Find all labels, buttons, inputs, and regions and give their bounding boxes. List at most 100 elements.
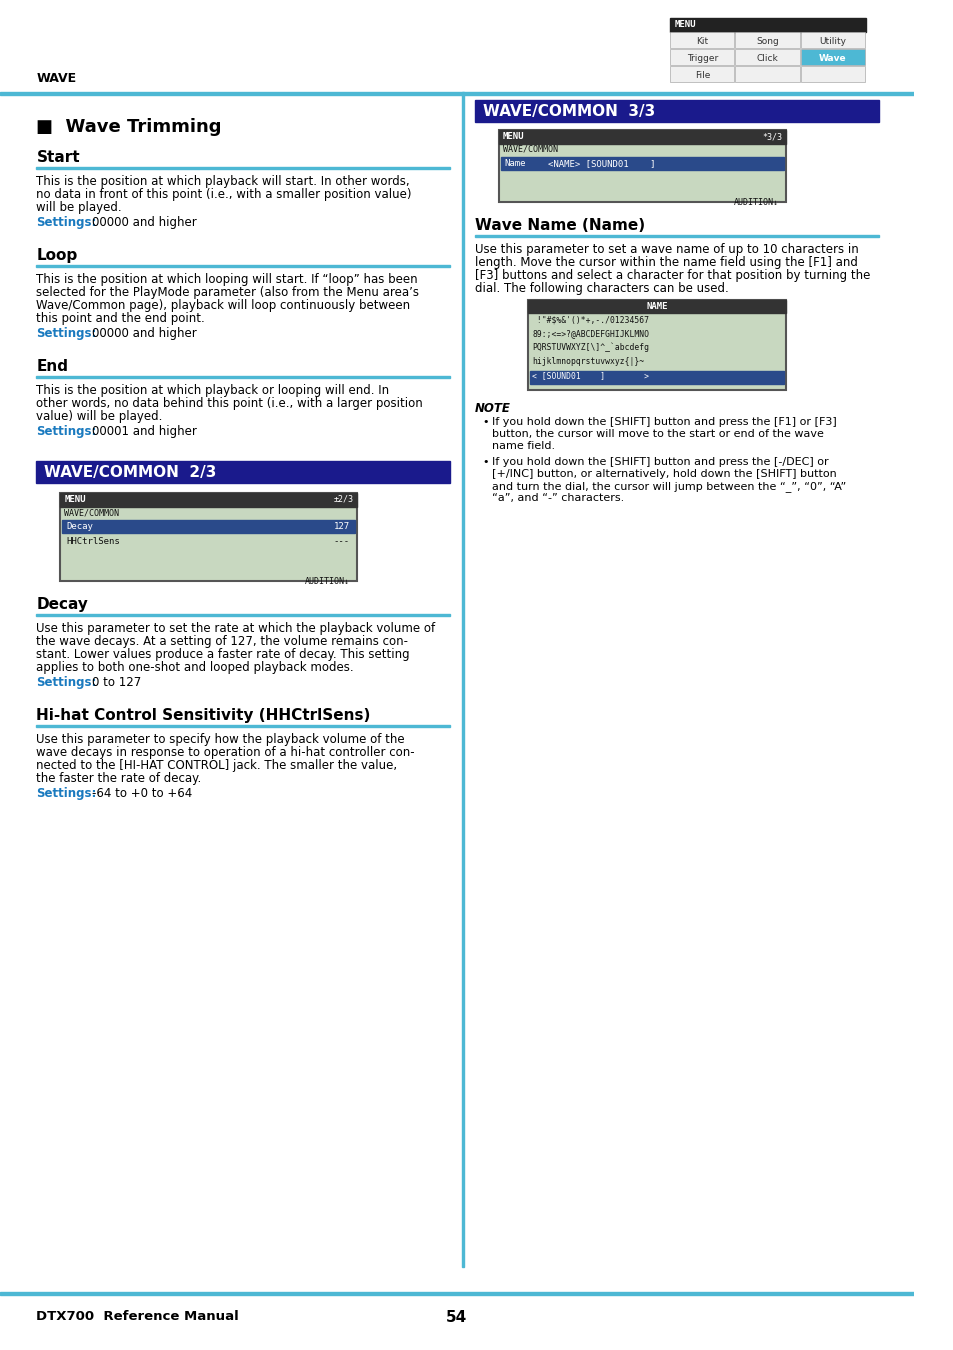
Bar [527,300,785,390]
Text: this point and the end point.: this point and the end point. [36,312,205,325]
Text: 54: 54 [446,1310,467,1324]
Bar [498,130,785,202]
Bar [36,265,450,267]
Text: DTX700  Reference Manual: DTX700 Reference Manual [36,1310,239,1323]
Text: the faster the rate of decay.: the faster the rate of decay. [36,772,201,784]
Text: dial. The following characters can be used.: dial. The following characters can be us… [475,282,728,296]
Text: wave decays in response to operation of a hi-hat controller con-: wave decays in response to operation of … [36,747,415,759]
Text: Decay: Decay [36,597,89,612]
Text: AUDITION↓: AUDITION↓ [304,576,349,586]
Text: applies to both one-shot and looped playback modes.: applies to both one-shot and looped play… [36,662,354,674]
Text: value) will be played.: value) will be played. [36,410,163,423]
Bar [475,100,878,122]
Text: WAVE/COMMON: WAVE/COMMON [502,144,558,154]
Text: Use this parameter to set a wave name of up to 10 characters in: Use this parameter to set a wave name of… [475,243,858,256]
Bar [670,18,864,32]
Bar [800,49,863,65]
Bar [735,49,799,65]
Text: 00000 and higher: 00000 and higher [91,216,196,230]
Bar [800,66,863,82]
Text: HHCtrlSens: HHCtrlSens [66,537,120,545]
Text: Wave: Wave [818,54,845,63]
Text: selected for the PlayMode parameter (also from the Menu area’s: selected for the PlayMode parameter (als… [36,286,419,298]
Text: Song: Song [756,36,778,46]
Text: 0 to 127: 0 to 127 [91,676,141,688]
Bar [529,371,783,383]
Text: AUDITION↓: AUDITION↓ [733,198,778,207]
Text: 00001 and higher: 00001 and higher [91,425,196,437]
Bar [461,92,464,1268]
Text: 89:;<=>?@ABCDEFGHIJKLMNO: 89:;<=>?@ABCDEFGHIJKLMNO [532,329,649,338]
Text: End: End [36,359,69,374]
Bar [498,130,785,144]
Text: Use this parameter to specify how the playback volume of the: Use this parameter to specify how the pl… [36,733,405,747]
Text: •: • [482,417,489,427]
Text: Click: Click [756,54,778,63]
Bar [0,1292,913,1295]
Text: This is the position at which playback or looping will end. In: This is the position at which playback o… [36,383,389,397]
Bar [60,493,356,580]
Text: If you hold down the [SHIFT] button and press the [-/DEC] or: If you hold down the [SHIFT] button and … [492,458,828,467]
Bar [475,235,878,238]
Bar [36,377,450,378]
Text: NAME: NAME [645,302,667,311]
Text: Settings:: Settings: [36,676,96,688]
Text: “a”, and “-” characters.: “a”, and “-” characters. [492,493,624,504]
Text: WAVE: WAVE [36,72,76,85]
Text: Kit: Kit [696,36,708,46]
Text: Settings:: Settings: [36,327,96,340]
Text: will be played.: will be played. [36,201,122,215]
Text: hijklmnopqrstuvwxyz{|}~: hijklmnopqrstuvwxyz{|}~ [532,356,644,366]
Text: name field.: name field. [492,441,555,451]
Text: WAVE/COMMON: WAVE/COMMON [64,508,119,517]
Text: [+/INC] button, or alternatively, hold down the [SHIFT] button: [+/INC] button, or alternatively, hold d… [492,468,836,479]
Text: ±2/3: ±2/3 [333,495,353,504]
Text: 00000 and higher: 00000 and higher [91,327,196,340]
Bar [670,49,734,65]
Text: PQRSTUVWXYZ[\]^_`abcdefg: PQRSTUVWXYZ[\]^_`abcdefg [532,343,649,352]
Text: -64 to +0 to +64: -64 to +0 to +64 [91,787,192,801]
Text: This is the position at which playback will start. In other words,: This is the position at which playback w… [36,176,410,188]
Text: Use this parameter to set the rate at which the playback volume of: Use this parameter to set the rate at wh… [36,622,436,634]
Text: Start: Start [36,150,80,165]
Bar [800,32,863,49]
Text: File: File [694,72,709,80]
Bar [735,66,799,82]
Bar [60,493,356,508]
Text: This is the position at which looping will start. If “loop” has been: This is the position at which looping wi… [36,273,417,286]
Bar [735,32,799,49]
Text: and turn the dial, the cursor will jump between the “_”, “0”, “A”: and turn the dial, the cursor will jump … [492,481,845,491]
Text: 127: 127 [333,522,349,531]
Text: MENU: MENU [64,495,86,504]
Text: If you hold down the [SHIFT] button and press the [F1] or [F3]: If you hold down the [SHIFT] button and … [492,417,836,427]
Bar [670,66,734,82]
Bar [527,300,785,313]
Text: no data in front of this point (i.e., with a smaller position value): no data in front of this point (i.e., wi… [36,188,412,201]
Bar [0,92,913,95]
Text: •: • [482,458,489,467]
Text: < [SOUND01    ]        >: < [SOUND01 ] > [532,371,649,379]
Text: ■  Wave Trimming: ■ Wave Trimming [36,117,222,136]
Text: *3/3: *3/3 [761,132,781,140]
Text: MENU: MENU [502,132,524,140]
Text: Name: Name [504,159,526,167]
Text: Loop: Loop [36,248,77,263]
Text: Wave Name (Name): Wave Name (Name) [475,217,644,234]
Text: Utility: Utility [819,36,845,46]
Text: Settings:: Settings: [36,787,96,801]
Text: the wave decays. At a setting of 127, the volume remains con-: the wave decays. At a setting of 127, th… [36,634,408,648]
Text: WAVE/COMMON  2/3: WAVE/COMMON 2/3 [44,464,216,481]
Text: button, the cursor will move to the start or end of the wave: button, the cursor will move to the star… [492,429,823,439]
Bar [670,32,734,49]
Text: !"#$%&'()*+,-./01234567: !"#$%&'()*+,-./01234567 [532,315,649,324]
Bar [36,460,450,483]
Text: nected to the [HI-HAT CONTROL] jack. The smaller the value,: nected to the [HI-HAT CONTROL] jack. The… [36,759,397,772]
Text: Decay: Decay [66,522,92,531]
Text: <NAME> [SOUND01    ]: <NAME> [SOUND01 ] [547,159,655,167]
Text: WAVE/COMMON  3/3: WAVE/COMMON 3/3 [482,104,654,119]
Text: [F3] buttons and select a character for that position by turning the: [F3] buttons and select a character for … [475,269,869,282]
Text: other words, no data behind this point (i.e., with a larger position: other words, no data behind this point (… [36,397,423,410]
Bar [36,167,450,169]
Bar [62,520,355,533]
Text: NOTE: NOTE [475,402,510,414]
